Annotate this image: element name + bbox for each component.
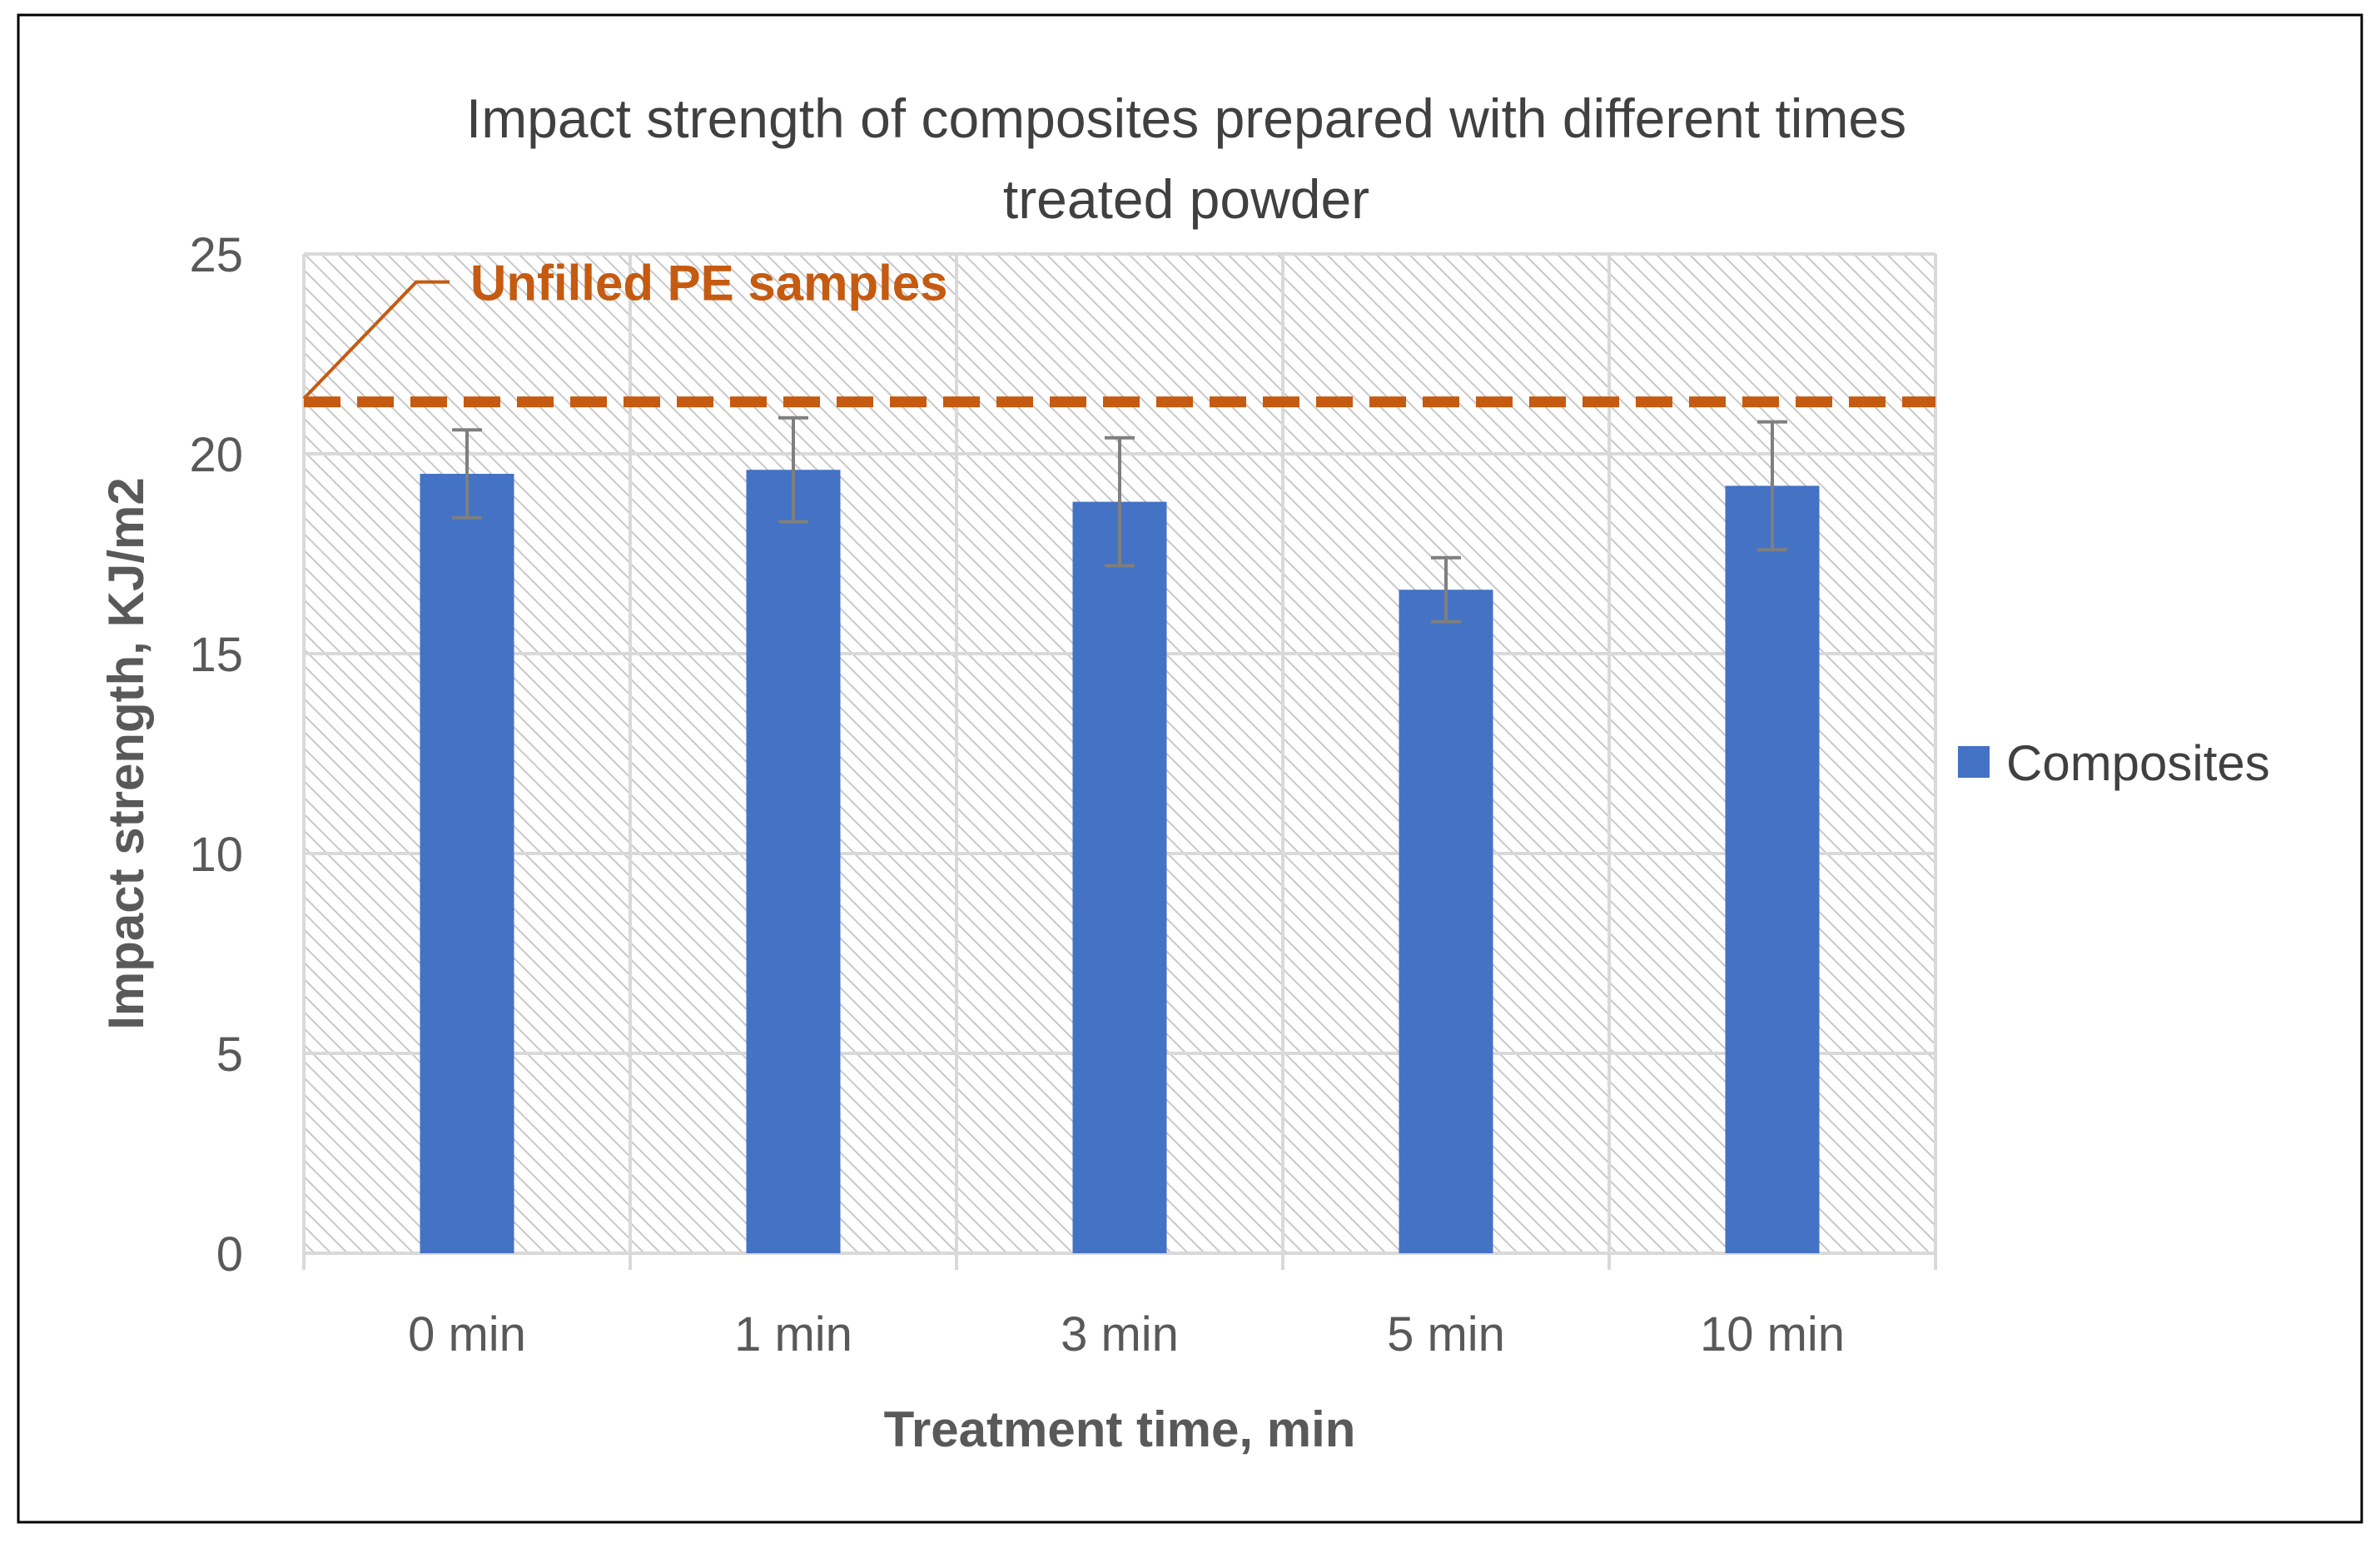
y-tick-label-20: 20 [189,428,243,482]
reference-callout-leader [302,280,450,400]
x-tick-label-0-min: 0 min [408,1307,526,1361]
x-tick-label-3-min: 3 min [1061,1307,1179,1361]
x-tick-label-5-min: 5 min [1387,1307,1505,1361]
legend-swatch-composites [1958,746,1990,778]
chart-title-line-2: treated powder [1003,168,1369,230]
legend-label-composites: Composites [2006,735,2270,791]
y-tick-label-15: 15 [189,628,243,682]
legend: Composites [1958,735,2270,791]
bars [420,470,1820,1253]
y-tick-label-5: 5 [216,1028,243,1082]
y-tick-label-25: 25 [189,228,243,282]
reference-line-label: Unfilled PE samples [470,256,948,311]
x-axis-title: Treatment time, min [884,1401,1356,1457]
x-tick-label-10-min: 10 min [1700,1307,1845,1361]
bar-1-min [746,470,841,1253]
x-axis-tick-labels: 0 min 1 min 3 min 5 min 10 min [408,1307,1845,1361]
x-tick-label-1-min: 1 min [734,1307,852,1361]
y-axis-tick-labels: 0 5 10 15 20 25 [189,228,243,1282]
bar-5-min [1399,590,1493,1253]
y-axis-title: Impact strength, KJ/m2 [98,477,154,1030]
reference-line-group: Unfilled PE samples [302,256,1935,408]
bar-0-min [420,474,514,1253]
bar-10-min [1725,485,1820,1253]
chart-title-line-1: Impact strength of composites prepared w… [466,87,1906,149]
error-bars [452,416,1787,624]
y-tick-label-10: 10 [189,828,243,882]
bar-3-min [1072,501,1167,1253]
y-tick-label-0: 0 [216,1227,243,1282]
